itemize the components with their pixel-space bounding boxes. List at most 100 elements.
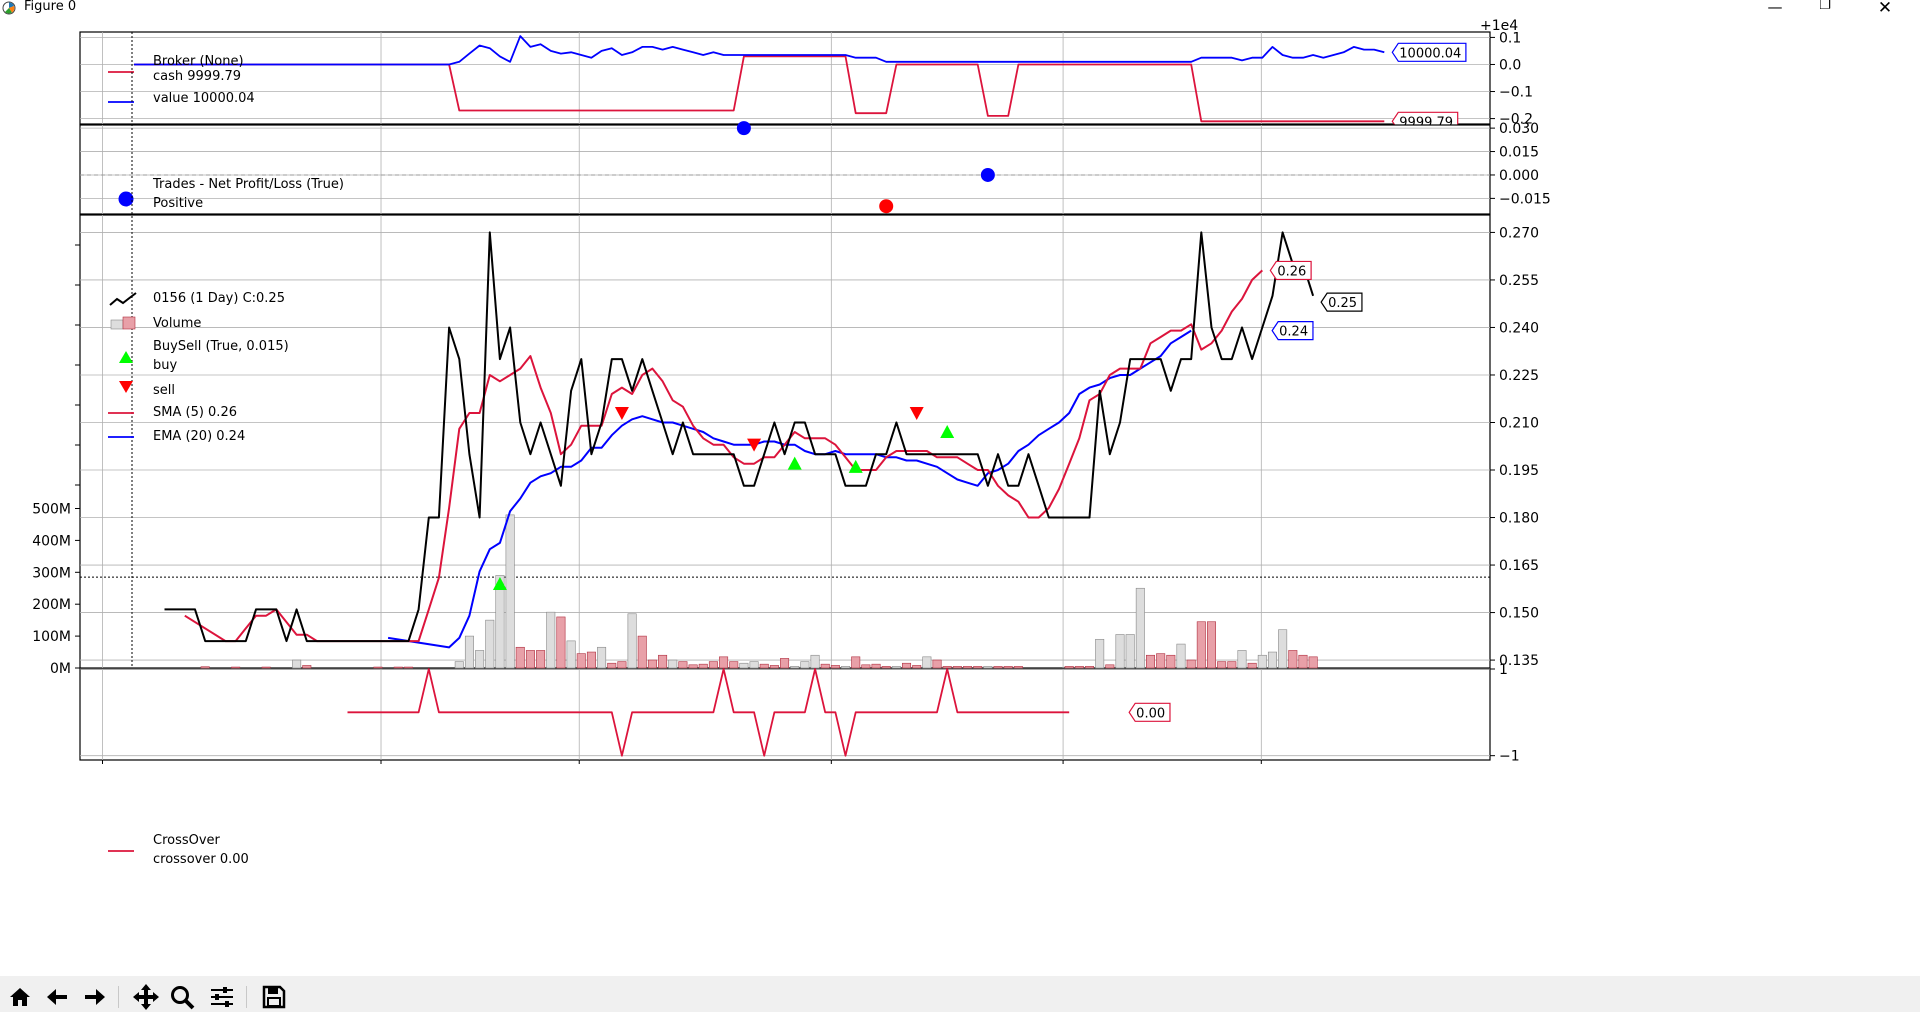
volume-bar (1196, 621, 1206, 669)
figure-canvas[interactable]: 0.10.0−0.1−0.2+1e49999.7910000.04Broker … (0, 16, 1920, 974)
home-button[interactable] (4, 982, 36, 1012)
legend-cash-label: cash 9999.79 (153, 69, 241, 84)
volume-bar (1267, 651, 1277, 669)
volume-bar (851, 656, 861, 669)
zoom-icon (171, 986, 195, 1010)
sell-marker (909, 406, 924, 420)
volume-bar (454, 661, 464, 669)
buy-marker (940, 424, 955, 438)
minimize-button[interactable]: — (1767, 0, 1783, 16)
volume-bar (932, 659, 942, 669)
volume-bar (800, 661, 810, 669)
sell-marker (747, 438, 762, 452)
legend-buy-marker (119, 351, 133, 363)
2-ytick-label: 0.180 (1499, 511, 1539, 527)
legend-sell-label: sell (153, 383, 175, 398)
volume-bar (1125, 634, 1135, 669)
matplotlib-icon (2, 1, 16, 15)
volume-bar (861, 664, 871, 669)
volume-bar (1064, 666, 1074, 669)
volume-bar (627, 613, 637, 669)
volume-bar (1095, 638, 1105, 669)
pan-icon (133, 984, 159, 1010)
volume-bar (261, 666, 271, 669)
window-title: Figure 0 (24, 0, 77, 14)
configure-subplots-icon (211, 987, 233, 1007)
configure-subplots-button[interactable] (206, 982, 238, 1012)
2-ytick-label: 0.195 (1499, 463, 1539, 479)
volume-bar (637, 635, 647, 669)
back-button[interactable] (42, 982, 74, 1012)
volume-bar (1298, 654, 1308, 669)
broker-frame (79, 31, 1491, 125)
legend-buysell-label: BuySell (True, 0.015) (153, 339, 289, 354)
volume-bar (586, 651, 596, 669)
forward-button[interactable] (78, 982, 110, 1012)
broker-value-last-label-box (1391, 42, 1467, 62)
legend-volume-up-box (110, 319, 124, 330)
volume-bar (1186, 659, 1196, 669)
sell-marker (614, 406, 629, 420)
volume-bar (536, 650, 546, 669)
maximize-button[interactable]: ❐ (1819, 0, 1831, 13)
legend-trades-title: Trades - Net Profit/Loss (True) (152, 177, 344, 192)
trade-point-negative (879, 199, 894, 214)
volume-bar (891, 666, 901, 669)
volume-bar (403, 666, 413, 669)
volume-bar (607, 662, 617, 669)
volume-bar (1074, 666, 1084, 669)
volume-ytick-label: 100M (32, 629, 71, 645)
volume-bar (708, 661, 718, 669)
volume-bar (1176, 643, 1186, 669)
close-last-label-box (1320, 292, 1363, 312)
volume-ytick-label: 0M (50, 661, 71, 677)
forward-icon (85, 989, 105, 1005)
volume-bar (1013, 666, 1023, 669)
trades-frame (79, 124, 1491, 215)
broker-offset-text: +1e4 (1480, 18, 1518, 34)
back-icon (47, 989, 67, 1005)
volume-bar (647, 659, 657, 669)
zoom-button[interactable] (166, 982, 198, 1012)
2-ytick-label: 0.240 (1499, 320, 1539, 336)
volume-bar (668, 659, 678, 669)
0-ytick-label: −0.2 (1499, 112, 1533, 128)
volume-bar (658, 654, 668, 669)
volume-bar (739, 662, 749, 669)
volume-bar (871, 663, 881, 669)
save-button[interactable] (258, 982, 290, 1012)
volume-bar (881, 666, 891, 669)
volume-bar (830, 665, 840, 669)
volume-bar (597, 646, 607, 669)
1-ytick-label: 0.030 (1499, 121, 1539, 137)
volume-bar (729, 661, 739, 669)
volume-bar (1217, 661, 1227, 669)
toolbar-separator (118, 986, 119, 1008)
ema-last-label-box (1271, 321, 1314, 341)
pan-button[interactable] (130, 982, 162, 1012)
sma-last-label-box (1269, 260, 1312, 281)
volume-bar (780, 658, 790, 669)
buy-marker (787, 456, 802, 470)
volume-bar (749, 661, 759, 669)
volume-bar (973, 666, 983, 669)
close-button[interactable]: ✕ (1877, 0, 1893, 18)
2-ytick-label: 0.135 (1499, 653, 1539, 669)
2-ytick-label: 0.270 (1499, 225, 1539, 241)
toolbar-separator (246, 986, 247, 1008)
volume-bar (993, 666, 1003, 669)
home-icon (10, 988, 30, 1006)
volume-bar (1166, 654, 1176, 669)
legend-broker-title: Broker (None) (153, 54, 244, 69)
window-titlebar: Figure 0 — ❐ ✕ (0, 0, 1920, 18)
trade-point-positive (736, 121, 751, 136)
volume-bar (769, 665, 779, 669)
volume-bar (231, 666, 241, 669)
2-ytick-label: 0.165 (1499, 558, 1539, 574)
volume-bar (952, 666, 962, 669)
trade-point-positive (980, 167, 995, 182)
2-ytick-label: 0.210 (1499, 415, 1539, 431)
volume-bar (1206, 621, 1216, 669)
volume-bar (902, 662, 912, 669)
volume-bar (495, 575, 505, 669)
